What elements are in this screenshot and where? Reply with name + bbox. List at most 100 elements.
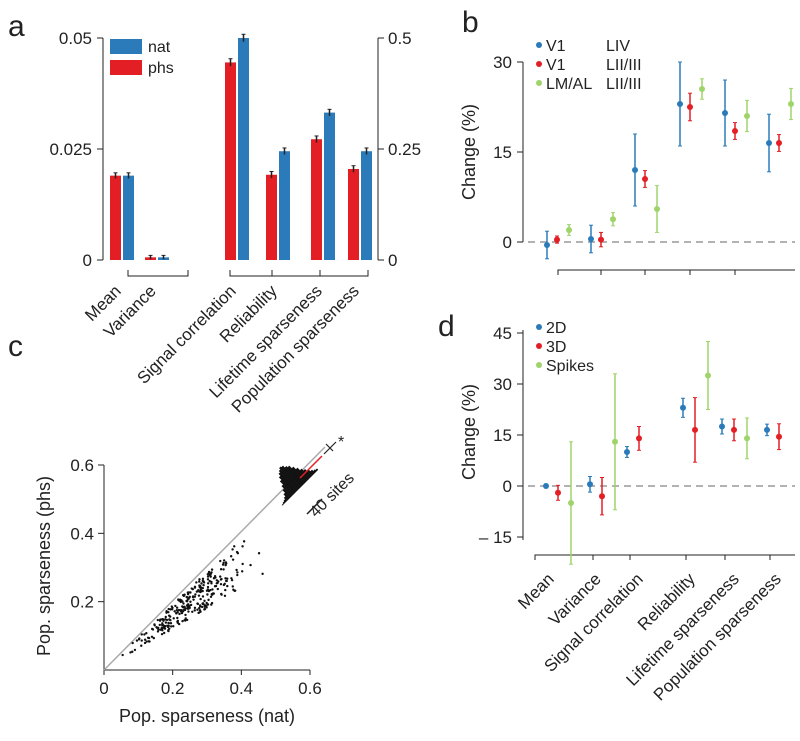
panel-a-bracket-left: [127, 270, 189, 277]
scatter-point: [203, 608, 206, 611]
histogram-scale-bar: [306, 498, 323, 515]
scatter-point: [215, 582, 218, 585]
scatter-point: [162, 631, 166, 635]
scatter-point: [219, 559, 222, 563]
scatter-point: [190, 587, 193, 590]
scatter-point: [172, 625, 175, 628]
scatter-point: [206, 578, 210, 581]
scatter-point: [161, 622, 164, 625]
histogram-bar: [283, 496, 289, 502]
histogram-bar: [281, 503, 285, 506]
point-V1-LIV: [722, 110, 728, 116]
histogram-bar: [287, 465, 306, 484]
scatter-point: [160, 626, 164, 629]
panel-c-y-tick-label: 0.4: [70, 524, 94, 543]
panel-d-tick-label: 30: [493, 375, 512, 394]
scatter-point: [167, 629, 170, 632]
scatter-point: [145, 640, 148, 643]
scatter-point: [224, 588, 227, 592]
panel-b-tick-label: 0: [503, 233, 512, 252]
scatter-point: [187, 610, 190, 613]
panel-d-bottom-axis: [534, 554, 795, 560]
bar-nat: [238, 38, 249, 260]
scatter-point: [201, 589, 204, 593]
scatter-point: [220, 577, 223, 581]
scatter-point: [197, 611, 200, 614]
scatter-point: [164, 615, 167, 619]
scatter-point: [163, 624, 167, 628]
scatter-point: [160, 632, 164, 636]
panel-b-tick-label: 15: [493, 143, 512, 162]
scatter-point: [231, 558, 235, 561]
scatter-point: [156, 618, 160, 622]
scatter-point: [194, 593, 197, 596]
panel-d-category-label: Mean: [514, 569, 558, 613]
panel-c-x-label: Pop. sparseness (nat): [119, 706, 295, 726]
scatter-point: [148, 640, 151, 643]
scatter-point: [140, 639, 143, 642]
point-3D: [731, 426, 737, 433]
scatter-point: [178, 612, 181, 616]
legend-label-nat: nat: [148, 39, 171, 56]
scatter-point: [222, 568, 225, 571]
panel-b-bottom-axis: [557, 269, 795, 275]
histogram-bar: [303, 468, 313, 478]
scatter-point: [222, 559, 226, 562]
legend-layer: LII/III: [606, 76, 642, 93]
point-LM-AL-LII-III: [610, 216, 616, 223]
scatter-point: [199, 590, 202, 593]
panel-label-d: d: [438, 310, 455, 343]
scatter-point: [197, 594, 201, 597]
panel-a-right-tick-label: 0: [388, 251, 397, 270]
scatter-point: [206, 603, 210, 606]
scatter-point: [164, 621, 168, 624]
histogram-bar: [306, 469, 314, 477]
scatter-point: [158, 619, 162, 622]
legend-label-3d: 3D: [546, 339, 566, 356]
legend-area: V1: [546, 57, 566, 74]
legend-label-spikes: Spikes: [546, 358, 594, 375]
scatter-point: [178, 608, 182, 612]
scatter-point: [177, 622, 181, 626]
scatter-point: [198, 580, 201, 583]
bar-nat: [279, 151, 290, 260]
scatter-point: [169, 619, 172, 622]
scatter-point: [178, 599, 181, 602]
bar-phs: [348, 168, 359, 260]
point-LM-AL-LII-III: [699, 86, 705, 92]
scatter-point: [202, 581, 206, 584]
scatter-point: [223, 582, 226, 586]
scatter-point: [140, 633, 143, 636]
panel-a-left-tick-label: 0.05: [59, 29, 92, 48]
legend-swatch-phs: [110, 60, 142, 75]
scatter-point: [173, 610, 176, 613]
scatter-point: [195, 590, 199, 593]
point-V1-LII-III: [687, 104, 693, 110]
scatter-point: [184, 613, 187, 617]
scatter-point: [172, 617, 175, 620]
scatter-point: [235, 550, 239, 554]
scatter-point: [150, 627, 154, 631]
panel-a-bar-chart: 0.05 0.025 0 0.5 0.25 0 nat phs Mean Var…: [49, 29, 421, 416]
panel-a-right-tick-label: 0.25: [388, 140, 421, 159]
scatter-point: [214, 576, 217, 579]
scatter-point: [143, 633, 146, 636]
scatter-point: [209, 595, 213, 598]
scatter-point: [219, 582, 223, 586]
scatter-point: [223, 594, 227, 598]
scatter-point: [186, 591, 190, 594]
panel-d-change-plot: – 15 0 15 30 45 Change (%) 2D 3D Spikes Mean…: [459, 320, 795, 704]
panel-a-bracket-right: [229, 270, 369, 277]
scatter-point: [236, 571, 239, 574]
histogram-bar: [295, 467, 309, 481]
scatter-point: [131, 641, 134, 645]
point-Spikes: [568, 500, 574, 506]
scatter-point: [175, 606, 179, 609]
scatter-point: [162, 619, 165, 622]
panel-label-c: c: [8, 330, 23, 363]
scatter-point: [198, 609, 202, 612]
scatter-point: [206, 575, 210, 578]
scatter-point: [195, 581, 198, 584]
histogram-bar: [281, 484, 294, 497]
scatter-point: [189, 591, 192, 594]
